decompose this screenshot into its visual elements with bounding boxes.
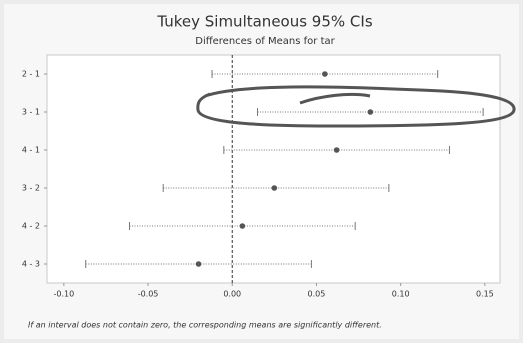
y-tick-label: 3 - 1: [22, 108, 40, 117]
mean-point: [196, 261, 202, 267]
y-tick-label: 2 - 1: [22, 70, 40, 79]
x-tick-label: 0.00: [223, 290, 241, 299]
chart-title: Tukey Simultaneous 95% CIs: [156, 13, 372, 31]
mean-point: [334, 147, 340, 153]
mean-point: [272, 185, 278, 191]
mean-point: [240, 223, 246, 229]
footnote: If an interval does not contain zero, th…: [28, 321, 382, 330]
x-tick-label: 0.10: [392, 290, 410, 299]
mean-point: [322, 71, 328, 77]
y-tick-label: 4 - 2: [22, 222, 40, 231]
y-tick-label: 4 - 3: [22, 260, 40, 269]
y-tick-label: 4 - 1: [22, 146, 40, 155]
x-tick-label: -0.10: [53, 290, 74, 299]
x-tick-label: -0.05: [138, 290, 159, 299]
chart: Tukey Simultaneous 95% CIs Differences o…: [0, 0, 523, 343]
y-tick-label: 3 - 2: [22, 184, 40, 193]
mean-point: [368, 109, 374, 115]
x-tick-label: 0.05: [308, 290, 326, 299]
chart-subtitle: Differences of Means for tar: [195, 36, 335, 47]
x-tick-label: 0.15: [476, 290, 494, 299]
